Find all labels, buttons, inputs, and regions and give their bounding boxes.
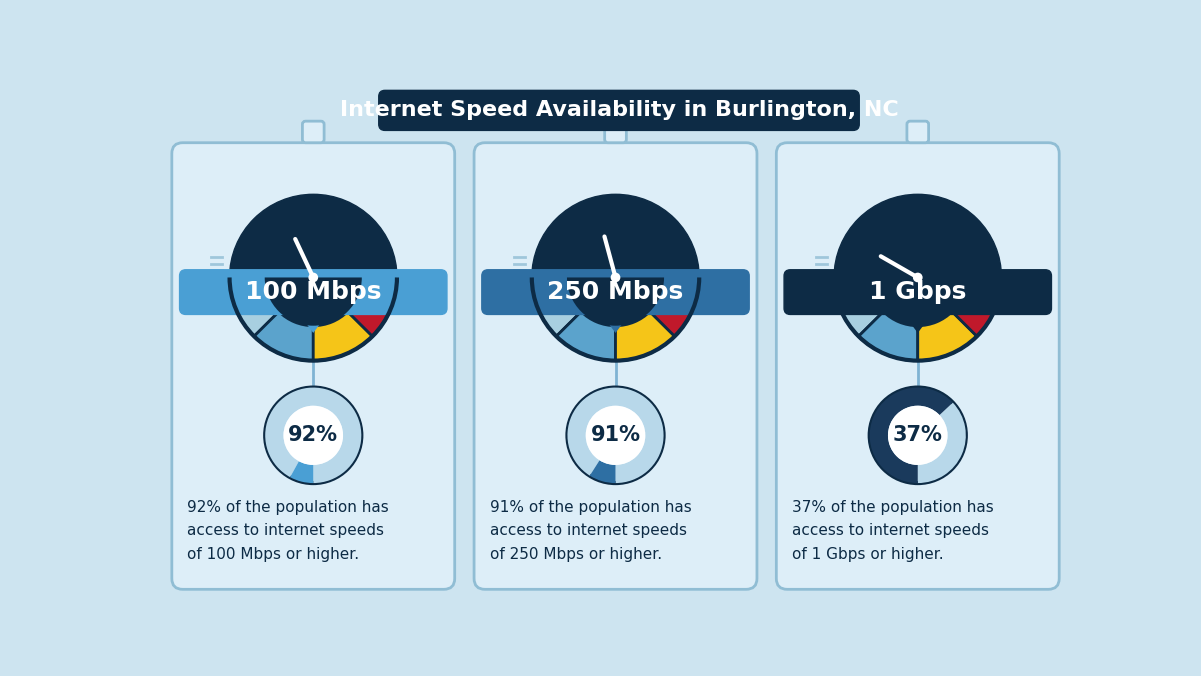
FancyBboxPatch shape [604, 121, 627, 143]
Wedge shape [567, 387, 664, 483]
Wedge shape [255, 312, 313, 360]
Circle shape [913, 272, 922, 283]
Circle shape [309, 272, 318, 283]
Text: 250 Mbps: 250 Mbps [548, 280, 683, 304]
FancyBboxPatch shape [776, 143, 1059, 589]
Circle shape [586, 406, 645, 465]
Circle shape [888, 406, 948, 465]
Wedge shape [532, 194, 699, 277]
Wedge shape [347, 277, 398, 336]
Wedge shape [264, 277, 362, 326]
FancyBboxPatch shape [303, 121, 324, 143]
Wedge shape [616, 312, 675, 360]
Wedge shape [870, 277, 967, 326]
FancyBboxPatch shape [378, 91, 859, 130]
Wedge shape [229, 277, 279, 336]
FancyBboxPatch shape [784, 270, 1051, 314]
Wedge shape [918, 312, 976, 360]
Text: 91% of the population has
access to internet speeds
of 250 Mbps or higher.: 91% of the population has access to inte… [490, 500, 692, 562]
Wedge shape [650, 277, 699, 336]
Wedge shape [859, 312, 918, 360]
Wedge shape [833, 277, 884, 336]
Text: 37% of the population has
access to internet speeds
of 1 Gbps or higher.: 37% of the population has access to inte… [791, 500, 993, 562]
Wedge shape [532, 277, 581, 336]
Wedge shape [291, 461, 313, 483]
Wedge shape [833, 194, 1002, 277]
Text: Internet Speed Availability in Burlington, NC: Internet Speed Availability in Burlingto… [340, 100, 898, 120]
Wedge shape [265, 387, 362, 483]
Wedge shape [870, 387, 952, 483]
Polygon shape [299, 314, 327, 333]
Text: 91%: 91% [591, 425, 640, 445]
Text: 100 Mbps: 100 Mbps [245, 280, 382, 304]
Circle shape [610, 272, 621, 283]
Wedge shape [313, 312, 372, 360]
Text: 92%: 92% [288, 425, 339, 445]
Wedge shape [918, 403, 966, 483]
FancyBboxPatch shape [907, 121, 928, 143]
Text: 1 Gbps: 1 Gbps [870, 280, 967, 304]
Polygon shape [602, 314, 629, 333]
Circle shape [283, 406, 343, 465]
FancyBboxPatch shape [482, 270, 749, 314]
Wedge shape [229, 194, 398, 277]
FancyBboxPatch shape [474, 143, 757, 589]
FancyBboxPatch shape [172, 143, 455, 589]
Wedge shape [556, 312, 616, 360]
Wedge shape [952, 277, 1002, 336]
Text: 92% of the population has
access to internet speeds
of 100 Mbps or higher.: 92% of the population has access to inte… [187, 500, 389, 562]
Text: 37%: 37% [892, 425, 943, 445]
FancyBboxPatch shape [180, 270, 447, 314]
Wedge shape [590, 460, 616, 483]
Polygon shape [904, 314, 932, 333]
Wedge shape [567, 277, 664, 326]
